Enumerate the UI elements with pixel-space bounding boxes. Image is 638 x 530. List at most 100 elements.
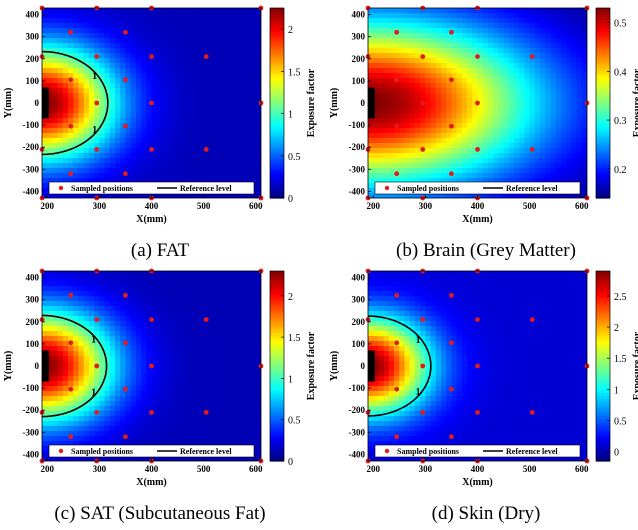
heatmap-cell — [156, 168, 163, 174]
heatmap-cell — [524, 178, 531, 184]
heatmap-cell — [115, 33, 121, 39]
heatmap-cell — [383, 163, 390, 169]
heatmap-cell — [414, 163, 421, 169]
heatmap-cell — [167, 336, 173, 342]
heatmap-cell — [560, 143, 567, 149]
heatmap-cell — [477, 63, 484, 69]
heatmap-cell — [219, 351, 226, 357]
heatmap-cell — [456, 38, 463, 44]
heatmap-cell — [571, 128, 578, 134]
heatmap-cell — [503, 98, 510, 104]
heatmap-cell — [368, 148, 374, 154]
heatmap-cell — [130, 153, 137, 159]
heatmap-cell — [88, 138, 95, 144]
heatmap-cell — [141, 356, 147, 362]
heatmap-cell — [514, 43, 520, 49]
heatmap-cell — [503, 58, 510, 64]
heatmap-cell — [47, 78, 54, 84]
heatmap-cell — [409, 23, 416, 29]
heatmap-cell — [414, 13, 421, 19]
heatmap-cell — [420, 13, 426, 19]
colorbar-segment — [596, 25, 610, 30]
colorbar-segment — [270, 10, 284, 15]
heatmap-cell — [68, 296, 74, 302]
heatmap-cell — [146, 416, 153, 422]
heatmap-cell — [130, 168, 137, 174]
heatmap-cell — [508, 38, 515, 44]
heatmap-cell — [94, 386, 100, 392]
heatmap-cell — [125, 411, 132, 417]
heatmap-cell — [394, 43, 400, 49]
heatmap-cell — [99, 376, 106, 382]
heatmap-cell — [219, 148, 226, 154]
heatmap-cell — [250, 63, 257, 69]
heatmap-cell — [409, 173, 416, 179]
heatmap-cell — [151, 38, 158, 44]
heatmap-cell — [161, 411, 168, 417]
heatmap-cell — [555, 113, 562, 119]
heatmap-cell — [503, 63, 510, 69]
heatmap-cell — [135, 361, 142, 367]
heatmap-cell — [234, 396, 241, 402]
heatmap-cell — [576, 53, 583, 59]
heatmap-cell — [576, 103, 583, 109]
heatmap-cell — [571, 123, 578, 129]
heatmap-cell — [109, 138, 116, 144]
source-bar — [368, 87, 375, 119]
heatmap-cell — [240, 301, 246, 307]
heatmap-cell — [68, 321, 74, 327]
heatmap-cell — [560, 28, 567, 34]
heatmap-cell — [177, 28, 184, 34]
heatmap-cell — [214, 301, 220, 307]
heatmap-cell — [208, 103, 215, 109]
heatmap-cell — [68, 381, 74, 387]
heatmap-cell — [430, 158, 437, 164]
heatmap-cell — [208, 381, 215, 387]
heatmap-cell — [245, 386, 252, 392]
heatmap-cell — [214, 456, 220, 461]
heatmap-cell — [493, 163, 499, 169]
heatmap-cell — [571, 18, 578, 24]
heatmap-cell — [404, 93, 411, 99]
heatmap-cell — [229, 148, 236, 154]
heatmap-cell — [83, 386, 90, 392]
heatmap-cell — [373, 193, 380, 198]
heatmap-cell — [78, 78, 85, 84]
heatmap-cell — [487, 148, 494, 154]
colorbar-frame — [269, 7, 285, 199]
heatmap-cell — [229, 8, 236, 14]
heatmap-cell — [78, 118, 85, 124]
heatmap-cell — [214, 178, 220, 184]
heatmap-cell — [104, 296, 111, 302]
heatmap-cell — [255, 168, 261, 174]
heatmap-cell — [135, 356, 142, 362]
heatmap-cell — [125, 336, 132, 342]
heatmap-cell — [534, 108, 541, 114]
heatmap-cell — [182, 28, 189, 34]
heatmap-cell — [414, 108, 421, 114]
heatmap-cell — [78, 386, 85, 392]
heatmap-cell — [224, 138, 231, 144]
heatmap-cell — [404, 193, 411, 198]
heatmap-cell — [83, 306, 90, 312]
heatmap-cell — [198, 48, 205, 54]
heatmap-cell — [135, 18, 142, 24]
heatmap-cell — [198, 118, 205, 124]
heatmap-cell — [88, 98, 95, 104]
heatmap-cell — [130, 58, 137, 64]
heatmap-cell — [467, 173, 473, 179]
heatmap-cell — [188, 128, 194, 134]
colorbar-segment — [270, 70, 284, 74]
sample-point — [475, 146, 480, 152]
heatmap-cell — [461, 148, 468, 154]
heatmap-cell — [430, 103, 437, 109]
heatmap-cell — [62, 38, 69, 44]
heatmap-cell — [52, 361, 59, 367]
heatmap-cell — [115, 193, 121, 198]
heatmap-cell — [109, 23, 116, 29]
heatmap-cell — [115, 351, 121, 357]
colorbar-segment — [270, 37, 284, 42]
heatmap-cell — [555, 58, 562, 64]
heatmap-cell — [109, 431, 116, 437]
